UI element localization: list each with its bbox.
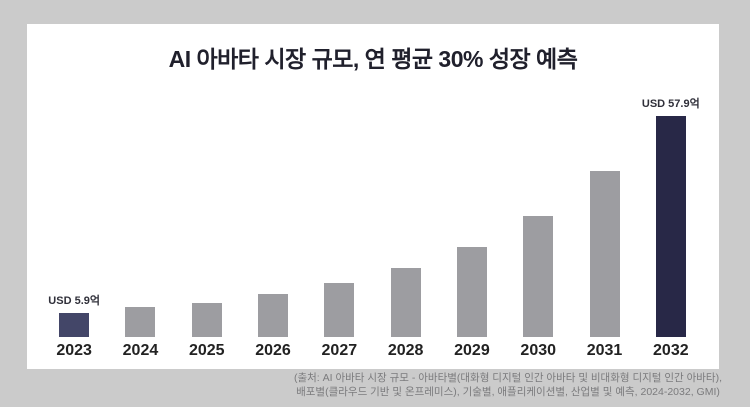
bar-2025 [191, 303, 222, 337]
x-axis-label-2031: 2031 [586, 342, 623, 359]
chart-title: AI 아바타 시장 규모, 연 평균 30% 성장 예측 [168, 46, 578, 72]
x-axis-label-2028: 2028 [387, 342, 424, 359]
bar-2023 [59, 313, 90, 337]
bar-column-2029: 2029 [439, 95, 505, 359]
x-axis-label-2024: 2024 [122, 342, 159, 359]
source-caption-line-2: 배포별(클라우드 기반 및 온프레미스), 기술별, 애플리케이션별, 산업별 … [296, 386, 720, 398]
x-axis-label-2032: 2032 [653, 342, 689, 359]
x-axis-label-2023: 2023 [56, 342, 92, 359]
bar-column-2032: USD 57.9억 2032 [638, 95, 704, 359]
chart-card: AI 아바타 시장 규모, 연 평균 30% 성장 예측 USD 5.9억 202… [27, 24, 719, 369]
bar-column-2024: 2024 [107, 95, 173, 359]
x-axis-label-2025: 2025 [188, 342, 225, 359]
x-axis-label-2030: 2030 [520, 342, 557, 359]
bar-2030 [523, 216, 554, 337]
bar-column-2023: USD 5.9억 2023 [41, 95, 107, 359]
bar-2029 [456, 247, 487, 337]
bar-column-2031: 2031 [571, 95, 637, 359]
bar-column-2030: 2030 [505, 95, 571, 359]
bar-2028 [390, 268, 421, 337]
bar-2032 [655, 116, 686, 337]
bar-column-2028: 2028 [372, 95, 438, 359]
x-axis-label-2026: 2026 [255, 342, 291, 359]
bar-2026 [258, 294, 289, 337]
bar-column-2025: 2025 [174, 95, 240, 359]
source-caption: (출처: AI 아바타 시장 규모 - 아바타별(대화형 디지털 인간 아바타 … [294, 371, 722, 399]
bar-2031 [589, 171, 620, 337]
bar-value-label-2023: USD 5.9억 [48, 295, 100, 307]
bar-column-2027: 2027 [306, 95, 372, 359]
bar-value-label-2032: USD 57.9억 [641, 98, 700, 110]
source-caption-line-1: (출처: AI 아바타 시장 규모 - 아바타별(대화형 디지털 인간 아바타 … [293, 372, 722, 384]
bar-chart-plot-area: USD 5.9억 2023 2024 2025 2026 2027 2028 2029 2030… [41, 95, 704, 359]
x-axis-label-2029: 2029 [454, 342, 490, 359]
bar-2027 [324, 283, 355, 337]
bar-2024 [125, 307, 156, 337]
bar-column-2026: 2026 [240, 95, 306, 359]
x-axis-label-2027: 2027 [321, 342, 358, 359]
